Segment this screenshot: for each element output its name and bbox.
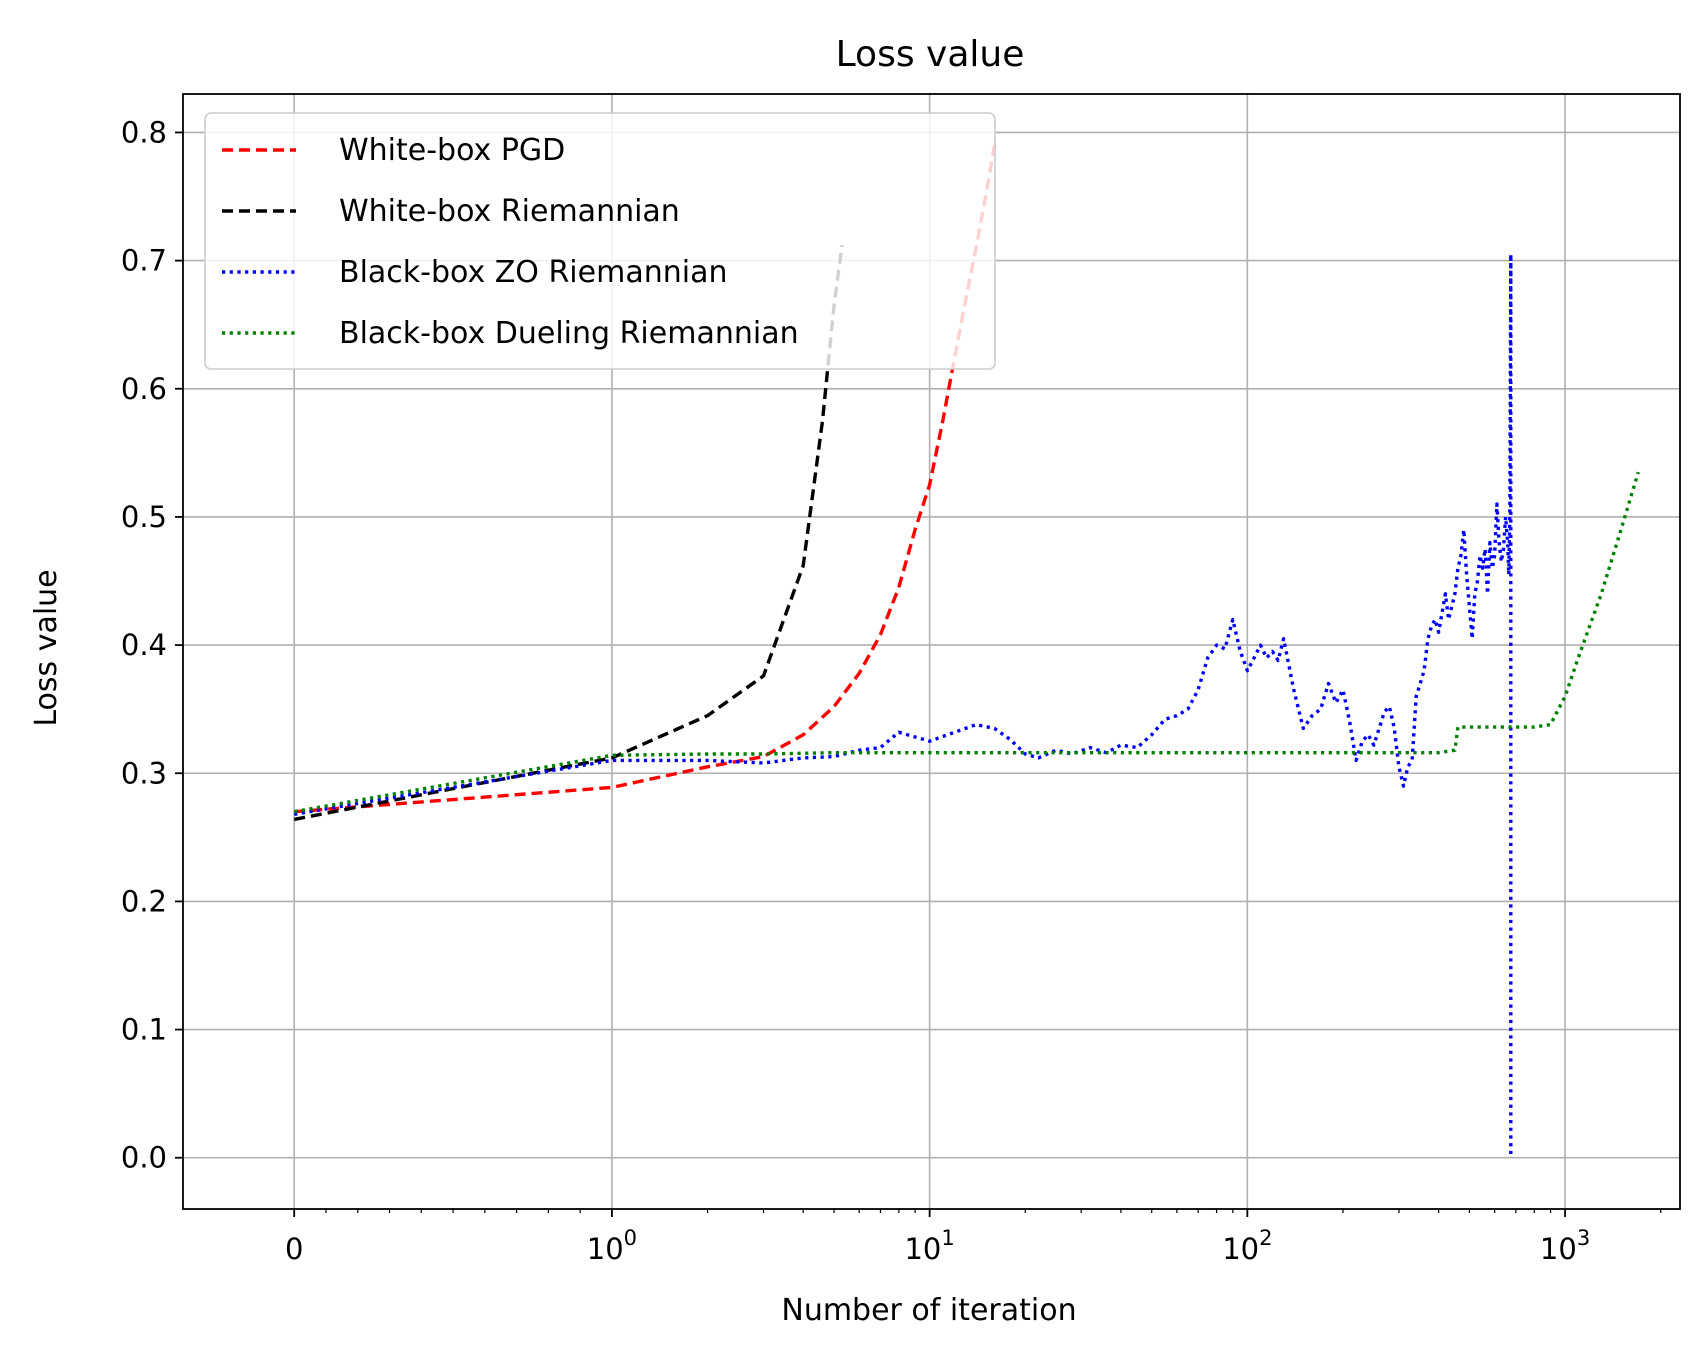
legend-label: Black-box Dueling Riemannian — [339, 316, 799, 351]
series-line-4 — [293, 471, 1640, 814]
x-tick-exponent: 2 — [1259, 1226, 1272, 1250]
chart-title: Loss value — [836, 34, 1025, 75]
y-tick-label: 0.8 — [121, 115, 167, 149]
y-tick-label: 0.5 — [121, 500, 167, 534]
x-tick-label: 100 — [587, 1226, 637, 1266]
legend-label: Black-box ZO Riemannian — [339, 255, 727, 290]
legend-label: White-box Riemannian — [339, 194, 680, 229]
y-tick-label: 0.4 — [121, 628, 167, 662]
y-axis-label: Loss value — [29, 569, 64, 726]
legend: White-box PGD White-box Riemannian Black-b… — [204, 112, 996, 370]
x-tick-exponent: 1 — [941, 1226, 954, 1250]
y-tick-label: 0.6 — [121, 372, 167, 406]
plot-frame — [182, 93, 1681, 1210]
x-tick-label: 101 — [904, 1226, 954, 1266]
y-tick-label: 0.3 — [121, 756, 167, 790]
y-tick-label: 0.2 — [121, 884, 167, 918]
x-tick-label: 102 — [1222, 1226, 1272, 1266]
y-tick-label: 0.7 — [121, 244, 167, 278]
x-axis-label: Number of iteration — [781, 1293, 1076, 1328]
y-tick-label: 0.0 — [121, 1141, 167, 1175]
legend-box — [204, 112, 996, 370]
x-tick-label: 103 — [1540, 1226, 1590, 1266]
y-tick-label: 0.1 — [121, 1013, 167, 1047]
x-tick-exponent: 0 — [624, 1226, 637, 1250]
x-tick-label: 0 — [285, 1232, 303, 1266]
x-tick-exponent: 3 — [1577, 1226, 1590, 1250]
legend-label: White-box PGD — [339, 133, 565, 168]
